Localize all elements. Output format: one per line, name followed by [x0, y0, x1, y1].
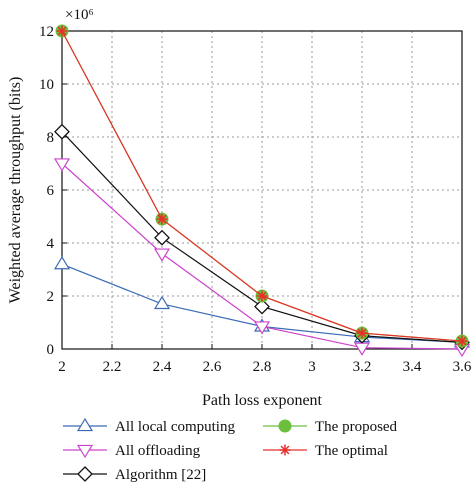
- legend-label: The optimal: [315, 443, 388, 459]
- legend-marker: [76, 417, 94, 432]
- data-point-the-optimal: [456, 335, 468, 347]
- y-tick-label: 8: [47, 130, 55, 146]
- data-point-the-optimal: [356, 327, 368, 339]
- x-axis-title: Path loss exponent: [202, 392, 323, 409]
- y-tick-label: 2: [47, 289, 55, 305]
- y-tick-label: 6: [47, 183, 55, 199]
- data-point-all-local-computing: [153, 295, 171, 310]
- legend-marker: [76, 444, 94, 459]
- legend-item-all-offloading: All offloading: [63, 443, 201, 459]
- x-tick-label: 2.4: [153, 359, 172, 375]
- y-tick-label: 0: [47, 342, 55, 358]
- data-point-the-optimal: [56, 25, 68, 37]
- x-tick-label: 2.6: [203, 359, 222, 375]
- legend: All local computing All offloading Algorit…: [63, 417, 398, 483]
- legend-label: Algorithm [22]: [115, 467, 206, 483]
- x-tick-label: 3.4: [403, 359, 422, 375]
- legend-label: All offloading: [115, 443, 201, 459]
- x-tick-label: 2.8: [253, 359, 272, 375]
- legend-marker: [278, 419, 292, 433]
- data-point-algorithm-22: [54, 123, 70, 140]
- y-axis-title: Weighted average throughput (bits): [7, 77, 24, 304]
- data-point-all-local-computing: [53, 256, 71, 270]
- x-tick-label: 3.6: [453, 359, 472, 375]
- legend-item-the-proposed: The proposed: [263, 419, 398, 435]
- data-point-the-optimal: [156, 213, 168, 225]
- y-tick-label: 12: [39, 24, 54, 40]
- data-point-algorithm-22: [154, 229, 170, 246]
- data-point-all-offloading: [153, 248, 171, 262]
- legend-item-all-local-computing: All local computing: [63, 417, 235, 435]
- x-tick-label: 2: [58, 359, 66, 375]
- x-tick-label: 3: [308, 359, 316, 375]
- x-tick-label: 2.2: [103, 359, 122, 375]
- data-point-algorithm-22: [254, 298, 270, 315]
- series-the-optimal: [56, 25, 468, 347]
- legend-item-the-optimal: The optimal: [263, 443, 388, 459]
- y-tick-label: 10: [39, 77, 54, 93]
- data-point-all-offloading: [53, 158, 71, 172]
- legend-label: The proposed: [315, 419, 398, 435]
- data-point-the-optimal: [256, 290, 268, 302]
- data-point-all-offloading: [253, 321, 271, 335]
- y-multiplier-label: ×10⁶: [65, 7, 94, 23]
- legend-label: All local computing: [115, 419, 235, 435]
- legend-marker: [77, 466, 93, 482]
- series-layer: [53, 24, 471, 358]
- legend-item-algorithm-22: Algorithm [22]: [63, 466, 206, 483]
- x-tick-label: 3.2: [353, 359, 372, 375]
- legend-marker: [279, 444, 291, 456]
- y-tick-label: 4: [47, 236, 55, 252]
- series-all-offloading: [53, 158, 471, 358]
